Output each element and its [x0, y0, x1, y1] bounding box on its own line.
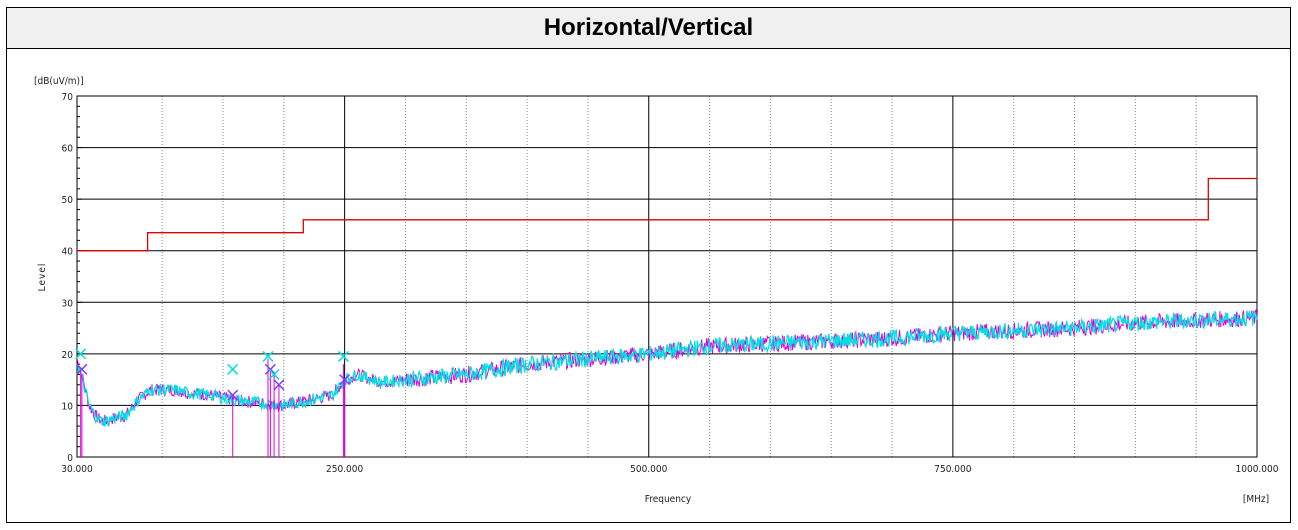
peak-marker: [264, 363, 276, 375]
peak-marker: [75, 348, 87, 360]
peak-marker: [268, 368, 280, 381]
peak-marker: [273, 379, 285, 391]
y-tick-label: 50: [62, 195, 74, 206]
peak-marker-stroke: [337, 350, 349, 362]
y-tick-label: 40: [62, 247, 74, 258]
x-tick-label: 500.000: [630, 464, 667, 475]
y-tick-label: 20: [62, 350, 74, 361]
series-layer: [75, 177, 1258, 457]
x-unit-label: [MHz]: [1243, 494, 1269, 505]
y-axis-label: Level: [37, 263, 48, 292]
peak-marker-stroke: [268, 368, 280, 381]
y-tick-label: 30: [62, 298, 74, 309]
y-tick-label: 70: [62, 92, 74, 103]
plot-border: [76, 95, 1258, 458]
x-axis-label: Frequency: [645, 494, 692, 505]
peak-marker-stroke: [227, 363, 239, 375]
peak-marker-stroke: [75, 348, 87, 360]
axes: [dB(uV/m)] Frequency [MHz] Level 0 10 20 30…: [34, 76, 1279, 505]
peak-marker: [227, 363, 239, 375]
chart-title: Horizontal/Vertical: [543, 14, 754, 41]
limit-line: [77, 177, 1257, 252]
peak-marker-stroke: [227, 389, 239, 401]
y-tick-label: 0: [67, 453, 73, 464]
peak-marker-stroke: [76, 363, 88, 375]
peak-marker-stroke: [264, 363, 276, 375]
series-line-2: [76, 310, 1258, 427]
x-tick-label: 250.000: [326, 464, 363, 475]
y-unit-label: [dB(uV/m)]: [34, 76, 84, 87]
y-tick-label: 10: [62, 401, 74, 412]
peak-marker-stroke: [273, 379, 285, 391]
peak-marker-stroke: [262, 350, 274, 362]
y-tick-label: 60: [62, 144, 74, 155]
peak-marker: [76, 363, 88, 375]
peak-marker-stroke: [339, 374, 351, 386]
peak-marker: [339, 374, 351, 386]
x-tick-label: 30.000: [61, 464, 93, 475]
peak-marker: [227, 389, 239, 401]
x-tick-label: 750.000: [934, 464, 971, 475]
peak-marker: [337, 350, 349, 362]
chart-title-bar: Horizontal/Vertical: [7, 8, 1290, 49]
peak-marker: [262, 350, 274, 362]
x-tick-label: 1000.000: [1236, 464, 1279, 475]
